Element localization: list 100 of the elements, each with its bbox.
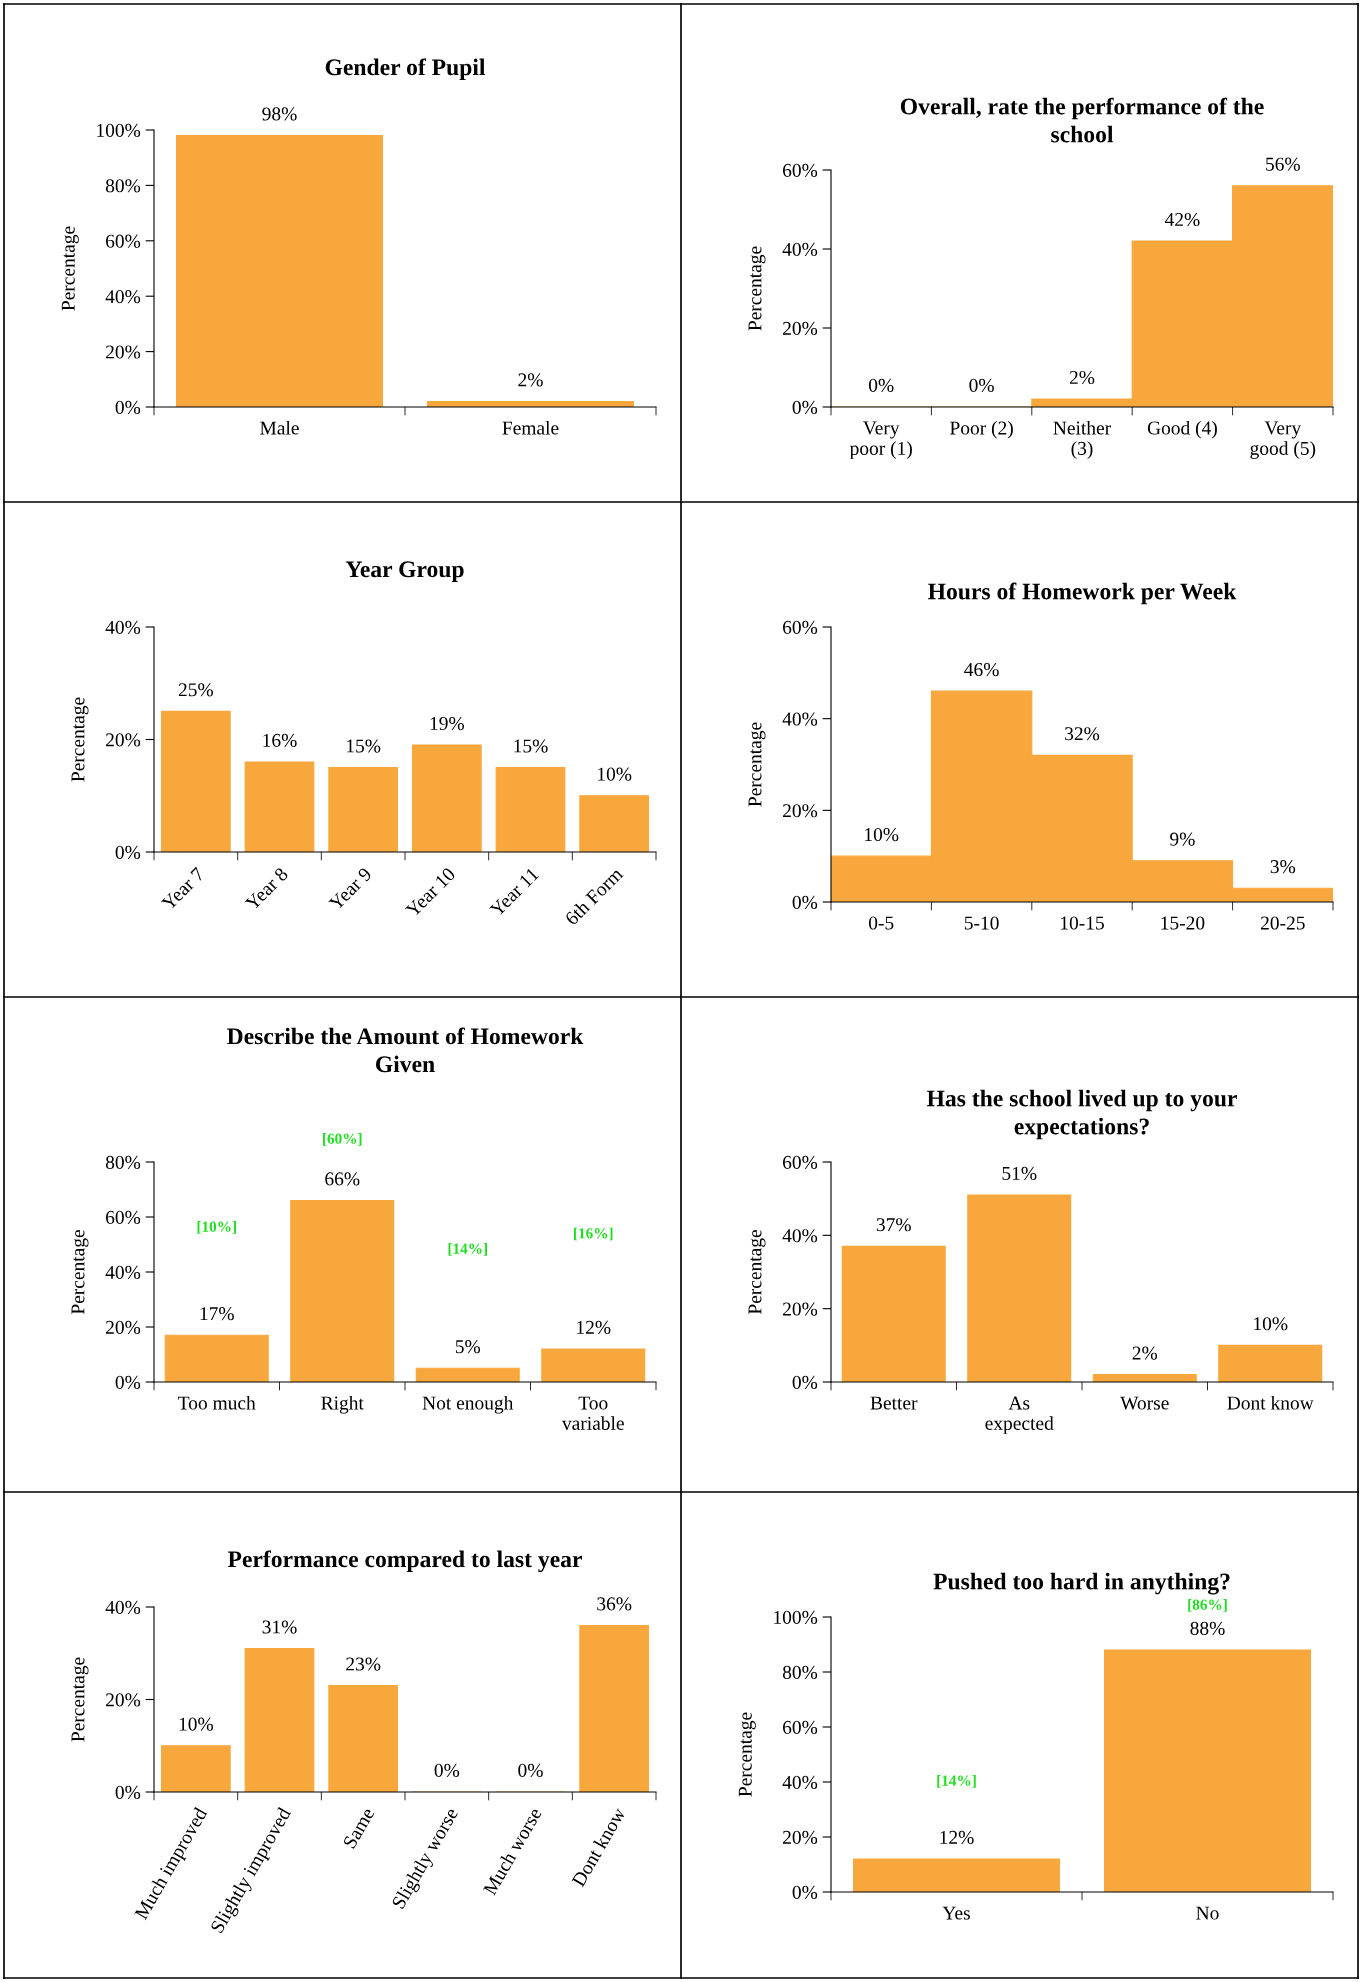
bar xyxy=(967,1194,1072,1382)
data-label: 12% xyxy=(577,1320,611,1334)
chart-title: Has the school lived up to your expectations? xyxy=(926,1089,1237,1140)
bar xyxy=(328,767,399,852)
annotation: [14%] xyxy=(937,1775,976,1788)
x-tick-label: Very poor (1) xyxy=(849,421,912,459)
data-label: 17% xyxy=(200,1307,234,1321)
x-tick-label: Year 7 xyxy=(160,866,206,912)
data-label: 9% xyxy=(1170,832,1195,846)
bar xyxy=(1218,1344,1323,1382)
bar xyxy=(244,1648,315,1792)
data-label: 0% xyxy=(868,378,894,392)
y-tick-label: 80% xyxy=(105,179,141,193)
y-tick-label: 0% xyxy=(115,1785,141,1799)
data-label: 19% xyxy=(430,716,464,731)
data-label: 42% xyxy=(1164,212,1200,227)
y-tick-label: 20% xyxy=(106,1320,141,1334)
y-tick-label: 100% xyxy=(97,123,141,137)
y-tick-label: 80% xyxy=(782,1665,818,1679)
bar xyxy=(841,1245,946,1382)
y-tick-label: 40% xyxy=(105,620,141,634)
y-tick-label: 0% xyxy=(792,1375,818,1389)
data-label: 15% xyxy=(514,739,548,753)
y-axis-title: Percentage xyxy=(71,1230,89,1315)
x-tick-label: 5-10 xyxy=(964,916,999,930)
bar xyxy=(160,1745,231,1792)
data-label: 10% xyxy=(865,827,899,842)
y-tick-label: 80% xyxy=(105,1155,141,1169)
data-label: 98% xyxy=(262,107,297,121)
bar xyxy=(579,1624,650,1792)
x-tick-label: As expected xyxy=(985,1396,1054,1434)
data-label: 10% xyxy=(179,1717,213,1731)
data-label: 16% xyxy=(263,733,297,747)
y-tick-label: 0% xyxy=(792,400,818,414)
x-tick-label: Male xyxy=(260,420,299,435)
x-tick-label: Year 9 xyxy=(328,866,373,912)
y-tick-label: 20% xyxy=(783,321,818,335)
data-label: 0% xyxy=(518,1763,543,1777)
x-tick-label: No xyxy=(1196,1906,1219,1920)
data-label: 25% xyxy=(178,683,213,697)
text: [60%] xyxy=(323,1133,362,1146)
x-tick-label: Not enough xyxy=(422,1395,514,1414)
y-tick-label: 100% xyxy=(774,1610,818,1624)
bar xyxy=(415,1367,520,1382)
y-tick-label: 60% xyxy=(106,1210,141,1224)
annotation: [14%] xyxy=(448,1243,487,1256)
x-tick-label: Too variable xyxy=(561,1396,624,1430)
x-tick-label: Right xyxy=(321,1395,364,1414)
bar xyxy=(579,795,650,852)
y-axis-title: Percentage xyxy=(61,226,79,311)
y-tick-label: 40% xyxy=(782,712,818,726)
data-label: 46% xyxy=(964,662,999,677)
chart-title: Hours of Homework per Week xyxy=(928,582,1237,605)
x-tick-label: Good (4) xyxy=(1147,420,1217,439)
y-tick-label: 0% xyxy=(115,845,141,859)
data-label: 3% xyxy=(1270,860,1296,874)
y-tick-label: 40% xyxy=(105,1265,141,1279)
bar xyxy=(495,767,566,852)
annotation: [10%] xyxy=(197,1221,236,1234)
data-label: 66% xyxy=(325,1172,360,1186)
data-label: 36% xyxy=(597,1597,632,1611)
x-tick-label: Better xyxy=(870,1396,918,1410)
bar xyxy=(160,710,231,852)
chart-title: Gender of Pupil xyxy=(325,58,486,81)
x-tick-label: Worse xyxy=(1120,1396,1169,1410)
bar xyxy=(244,761,315,852)
x-tick-label: Too much xyxy=(178,1395,256,1410)
bar xyxy=(541,1348,646,1382)
x-tick-label: Female xyxy=(502,420,559,435)
text: [86%] xyxy=(1188,1599,1227,1612)
y-tick-label: 20% xyxy=(106,1693,141,1707)
y-tick-label: 40% xyxy=(782,1775,818,1789)
annotation: [16%] xyxy=(574,1227,613,1241)
data-label: 2% xyxy=(1132,1346,1158,1360)
chart-title: Performance compared to last year xyxy=(227,1550,582,1573)
data-label: 37% xyxy=(876,1218,911,1232)
y-axis-title: Percentage xyxy=(71,1657,89,1742)
y-axis-title: Percentage xyxy=(748,722,766,807)
y-tick-label: 0% xyxy=(115,1375,141,1389)
y-tick-label: 20% xyxy=(783,804,818,818)
y-tick-label: 60% xyxy=(783,620,818,634)
y-tick-label: 40% xyxy=(782,242,818,256)
bar xyxy=(290,1199,395,1382)
y-tick-label: 0% xyxy=(792,895,818,909)
bar xyxy=(328,1685,399,1792)
data-label: 2% xyxy=(1069,370,1095,385)
x-tick-label: 20-25 xyxy=(1260,916,1305,930)
x-tick-label: Year 10 xyxy=(404,866,456,918)
x-tick-label: Year 8 xyxy=(244,866,289,912)
chart-title: Year Group xyxy=(345,561,464,583)
y-tick-label: 60% xyxy=(783,1720,818,1734)
y-tick-label: 20% xyxy=(106,345,141,359)
y-tick-label: 40% xyxy=(105,290,141,304)
y-tick-label: 0% xyxy=(115,400,141,414)
data-label: 32% xyxy=(1065,727,1100,741)
bar xyxy=(164,1334,269,1382)
x-tick-label: 10-15 xyxy=(1061,916,1104,930)
x-tick-label: Poor (2) xyxy=(950,420,1013,439)
data-label: 0% xyxy=(969,378,994,392)
data-label: 88% xyxy=(1190,1621,1225,1635)
